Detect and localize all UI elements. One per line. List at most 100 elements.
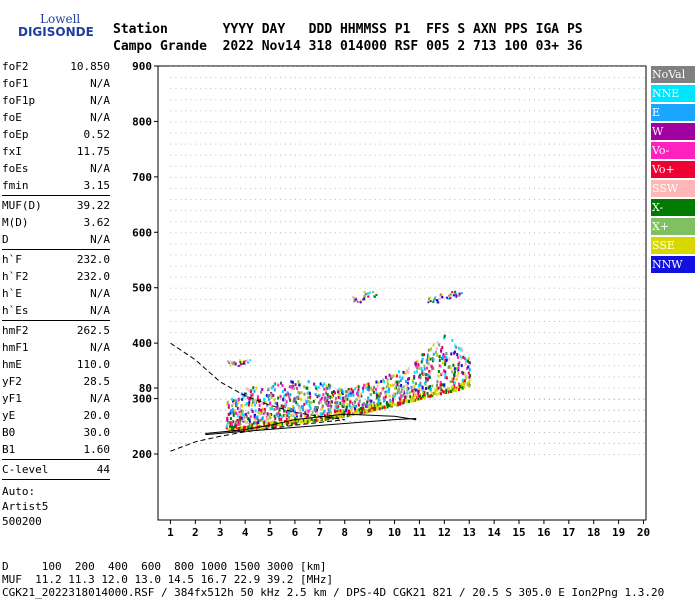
grid-dot: [329, 110, 331, 112]
grid-dot: [538, 66, 540, 67]
grid-dot: [344, 354, 346, 356]
grid-dot: [568, 165, 570, 167]
grid-dot: [379, 199, 381, 201]
x-tick-label: 4: [242, 526, 249, 539]
grid-dot: [588, 243, 590, 245]
x-tick-label: 2: [192, 526, 199, 539]
grid-dot: [603, 309, 605, 311]
grid-dot: [180, 320, 182, 322]
grid-dot: [265, 154, 267, 156]
grid-dot: [613, 176, 615, 178]
grid-dot: [484, 254, 486, 256]
echo-point: [438, 392, 441, 396]
grid-dot: [225, 431, 227, 433]
grid-dot: [628, 320, 630, 322]
grid-dot: [299, 332, 301, 334]
grid-dot: [369, 343, 371, 345]
grid-dot: [369, 165, 371, 167]
grid-dot: [205, 176, 207, 178]
grid-dot: [603, 332, 605, 334]
echo-point: [244, 420, 247, 424]
grid-dot: [474, 210, 476, 212]
grid-dot: [369, 99, 371, 101]
grid-dot: [603, 343, 605, 345]
grid-dot: [205, 121, 207, 123]
grid-dot: [270, 387, 272, 389]
echo-point: [305, 418, 308, 422]
grid-dot: [324, 320, 326, 322]
grid-dot: [633, 88, 635, 90]
grid-dot: [175, 442, 177, 444]
grid-dot: [260, 343, 262, 345]
grid-dot: [519, 110, 521, 112]
grid-dot: [374, 77, 376, 79]
grid-dot: [255, 298, 257, 300]
param-value: N/A: [90, 304, 110, 317]
grid-dot: [538, 210, 540, 212]
grid-dot: [543, 354, 545, 356]
grid-dot: [464, 298, 466, 300]
grid-dot: [220, 66, 222, 67]
grid-dot: [499, 66, 501, 67]
grid-dot: [255, 187, 257, 189]
grid-dot: [205, 265, 207, 267]
grid-dot: [553, 298, 555, 300]
echo-point: [384, 375, 387, 379]
grid-dot: [245, 287, 247, 289]
grid-dot: [558, 232, 560, 234]
grid-dot: [638, 254, 640, 256]
grid-dot: [434, 66, 436, 67]
echo-point: [260, 411, 263, 415]
grid-dot: [439, 409, 441, 411]
param-value: 262.5: [76, 324, 110, 337]
grid-dot: [270, 442, 272, 444]
grid-dot: [175, 298, 177, 300]
grid-dot: [563, 354, 565, 356]
grid-dot: [294, 376, 296, 378]
grid-dot: [519, 176, 521, 178]
grid-dot: [509, 187, 511, 189]
grid-dot: [185, 343, 187, 345]
grid-dot: [618, 454, 620, 455]
grid-dot: [643, 165, 645, 167]
grid-dot: [439, 420, 441, 422]
echo-point: [411, 389, 414, 393]
grid-dot: [280, 110, 281, 112]
grid-dot: [384, 165, 386, 167]
grid-dot: [329, 365, 331, 367]
grid-dot: [314, 154, 316, 156]
grid-dot: [354, 343, 356, 345]
echo-point: [239, 423, 242, 427]
grid-dot: [613, 265, 615, 267]
grid-dot: [344, 298, 346, 300]
grid-dot: [533, 398, 535, 400]
grid-dot: [304, 287, 306, 289]
echo-point: [306, 420, 309, 424]
grid-dot: [210, 320, 212, 322]
grid-dot: [558, 387, 560, 389]
x-tick-label: 14: [487, 526, 501, 539]
grid-dot: [389, 210, 391, 212]
grid-dot: [235, 132, 237, 134]
grid-dot: [494, 265, 496, 267]
grid-dot: [454, 276, 456, 278]
grid-dot: [598, 165, 600, 167]
grid-dot: [643, 320, 645, 322]
grid-dot: [399, 265, 401, 267]
grid-dot: [220, 232, 222, 234]
grid-dot: [504, 243, 506, 245]
grid-dot: [205, 99, 207, 101]
grid-dot: [220, 309, 222, 311]
grid-dot: [235, 232, 237, 234]
grid-dot: [563, 332, 565, 334]
grid-dot: [419, 66, 421, 67]
grid-dot: [598, 99, 600, 101]
echo-point: [391, 394, 394, 398]
echo-point: [280, 418, 283, 422]
grid-dot: [265, 287, 267, 289]
echo-point: [376, 403, 379, 407]
grid-dot: [454, 332, 456, 334]
y-tick-label: 400: [132, 337, 152, 350]
grid-dot: [533, 254, 535, 256]
grid-dot: [548, 88, 550, 90]
